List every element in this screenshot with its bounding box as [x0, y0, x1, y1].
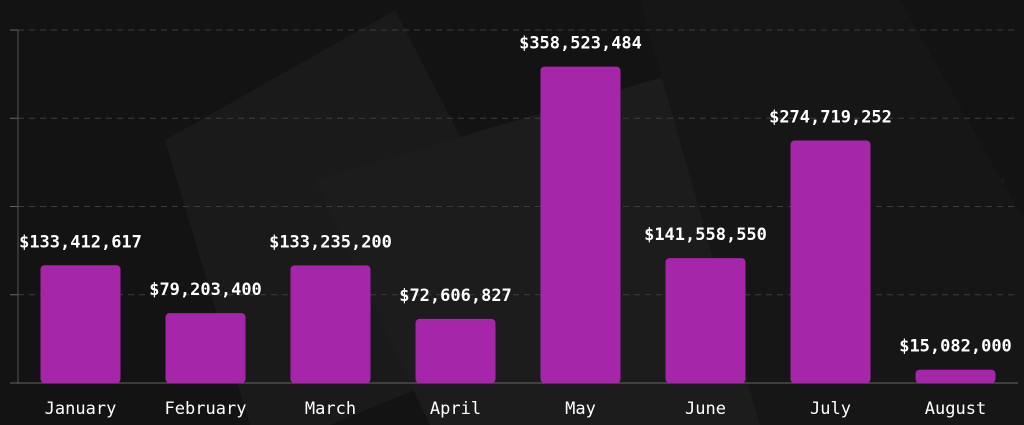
bar [40, 265, 121, 383]
value-label: $141,558,550 [644, 225, 767, 245]
bar [665, 258, 746, 383]
bar [165, 313, 246, 383]
bar [290, 265, 371, 383]
bar [790, 140, 871, 383]
x-tick-label: July [810, 399, 851, 419]
x-tick-label: January [45, 399, 117, 419]
x-tick-label: March [305, 399, 356, 419]
bar [915, 369, 996, 383]
bar [540, 66, 621, 383]
x-tick-label: May [565, 399, 596, 419]
value-label: $274,719,252 [769, 108, 892, 128]
value-label: $15,082,000 [899, 337, 1012, 357]
x-tick-label: April [430, 399, 481, 419]
value-label: $72,606,827 [399, 286, 512, 306]
plot: January $133,412,617 February $79,203,400 Ma… [10, 29, 1018, 419]
value-label: $79,203,400 [149, 280, 262, 300]
bar [415, 318, 496, 383]
x-tick-label: June [685, 399, 726, 419]
x-tick-label: February [165, 399, 247, 419]
x-tick-label: August [925, 399, 986, 419]
value-label: $133,412,617 [19, 232, 142, 252]
value-label: $133,235,200 [269, 232, 392, 252]
value-label: $358,523,484 [519, 34, 642, 54]
